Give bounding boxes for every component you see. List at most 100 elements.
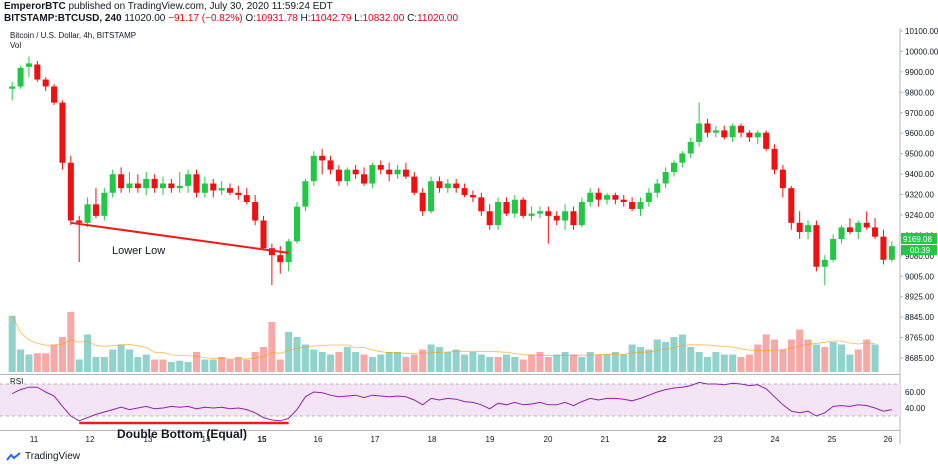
countdown-tag xyxy=(901,245,937,255)
candle-body xyxy=(520,199,527,216)
tradingview-logo[interactable]: TradingView xyxy=(6,451,80,462)
volume-label: Vol xyxy=(10,41,21,50)
volume-bar xyxy=(645,349,653,372)
volume-bar xyxy=(804,339,812,372)
lower-low-label: Lower Low xyxy=(112,245,165,257)
volume-bar xyxy=(695,352,703,372)
volume-bar xyxy=(17,349,25,372)
candle-body xyxy=(319,155,326,161)
candle-body xyxy=(176,185,183,189)
volume-ma-line xyxy=(11,315,876,360)
candle-body xyxy=(645,192,652,203)
publish-line: EmperorBTC published on TradingView.com,… xyxy=(4,1,333,12)
volume-bar xyxy=(310,349,318,372)
chart-header: EmperorBTC published on TradingView.com,… xyxy=(0,0,938,28)
y-tick-label: 9400.00 xyxy=(905,170,934,179)
candle-body xyxy=(201,183,208,193)
volume-bar xyxy=(335,352,343,372)
volume-bar xyxy=(720,354,728,372)
volume-bar xyxy=(779,349,787,372)
candle-body xyxy=(629,202,636,209)
rsi-band xyxy=(0,384,900,416)
y-tick-label: 9600.00 xyxy=(905,129,934,138)
volume-bar xyxy=(218,357,226,372)
candle-body xyxy=(888,246,895,260)
last-price-tag xyxy=(901,233,937,244)
volume-bar xyxy=(301,344,309,372)
volume-bar xyxy=(569,354,577,372)
candle-body xyxy=(235,192,242,196)
volume-bar xyxy=(687,347,695,372)
volume-bar xyxy=(863,339,871,372)
volume-bar xyxy=(762,334,770,372)
x-tick-label: 15 xyxy=(258,435,267,444)
candle-body xyxy=(620,199,627,203)
volume-bar xyxy=(544,357,552,372)
volume-bar xyxy=(427,344,435,372)
volume-bar xyxy=(92,357,100,372)
volume-bar xyxy=(33,353,41,372)
volume-bar xyxy=(209,359,217,372)
candle-body xyxy=(143,178,150,189)
volume-bar xyxy=(42,353,50,372)
volume-bar xyxy=(360,354,368,372)
volume-bar xyxy=(8,315,16,372)
candle-body xyxy=(436,181,443,189)
volume-bar xyxy=(125,349,133,372)
volume-bar xyxy=(159,359,167,372)
candle-body xyxy=(553,215,560,221)
last-price-value: 9169.08 xyxy=(903,235,932,244)
tradingview-brand: TradingView xyxy=(25,451,81,462)
candle-body xyxy=(428,181,435,212)
candle-body xyxy=(310,155,317,182)
candle-body xyxy=(67,162,74,221)
candle-body xyxy=(168,183,175,189)
candle-body xyxy=(855,222,862,233)
y-tick-label: 8925.00 xyxy=(905,293,934,302)
candle-body xyxy=(151,178,158,189)
candle-body xyxy=(394,169,401,175)
volume-bar xyxy=(402,357,410,372)
rsi-line xyxy=(11,381,892,422)
candle-body xyxy=(302,181,309,207)
last-price: 11020.00 xyxy=(124,13,166,24)
symbol-label: BITSTAMP:BTCUSD, 240 xyxy=(4,13,122,24)
x-tick-label: 14 xyxy=(202,435,211,444)
candle-body xyxy=(863,222,870,228)
candle-body xyxy=(101,192,108,216)
candle-body xyxy=(612,195,619,200)
candle-body xyxy=(59,102,66,163)
volume-bar xyxy=(142,354,150,372)
candle-body xyxy=(872,227,879,237)
candle-body xyxy=(285,241,292,263)
candle-body xyxy=(369,165,376,184)
x-tick-label: 25 xyxy=(828,435,837,444)
volume-bar xyxy=(435,347,443,372)
candle-body xyxy=(662,171,669,184)
volume-bar xyxy=(268,322,276,372)
y-tick-label: 9320.00 xyxy=(905,191,934,200)
candle-body xyxy=(545,211,552,216)
candle-body xyxy=(813,225,820,267)
candle-body xyxy=(587,192,594,203)
x-tick-label: 26 xyxy=(884,435,893,444)
candle-body xyxy=(42,79,49,87)
candle-body xyxy=(76,220,83,223)
ohlc-line: BITSTAMP:BTCUSD, 240 11020.00 −91.17 (−0… xyxy=(4,13,458,24)
volume-bar xyxy=(586,352,594,372)
candle-body xyxy=(25,63,32,67)
candle-body xyxy=(570,211,577,226)
candle-body xyxy=(687,141,694,154)
candle-body xyxy=(696,123,703,142)
candle-body xyxy=(17,67,24,87)
author-name[interactable]: EmperorBTC xyxy=(4,1,66,12)
candle-body xyxy=(821,259,828,267)
candle-body xyxy=(796,222,803,233)
candle-body xyxy=(670,162,678,172)
volume-bar xyxy=(343,347,351,372)
volume-bar xyxy=(410,354,418,372)
candle-body xyxy=(159,183,166,189)
tradingview-icon xyxy=(6,451,21,461)
candle-body xyxy=(294,206,301,242)
